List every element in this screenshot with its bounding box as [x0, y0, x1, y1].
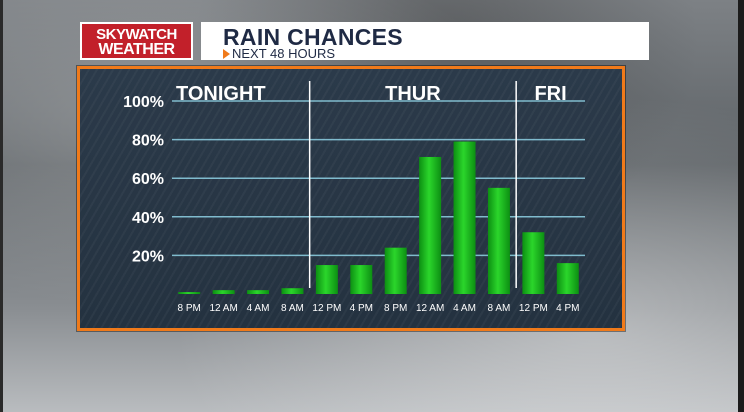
bar [556, 263, 579, 294]
bar [247, 290, 270, 294]
x-tick-label: 4 PM [556, 303, 579, 314]
bar [384, 247, 407, 294]
period-label: THUR [385, 83, 441, 105]
bar [419, 156, 442, 294]
x-tick-label: 8 AM [488, 303, 511, 314]
frame-edge-left [0, 0, 3, 412]
x-tick-label: 4 AM [453, 303, 476, 314]
y-tick-label: 80% [132, 133, 164, 150]
x-tick-label: 8 PM [178, 303, 201, 314]
bar [453, 141, 476, 294]
x-tick-label: 4 AM [247, 303, 270, 314]
station-logo: SKYWATCH WEATHER [80, 22, 193, 60]
period-label: TONIGHT [176, 83, 266, 105]
x-tick-label: 12 AM [209, 303, 237, 314]
rain-chance-chart: 20% 40% 60% 80% 100% TONIGHT THUR FRI 8 PM 12 AM 4… [123, 81, 585, 314]
title-bar: RAIN CHANCES NEXT 48 HOURS [201, 22, 649, 61]
frame-edge-right [738, 0, 744, 412]
y-tick-label: 20% [132, 248, 164, 265]
x-tick-label: 12 PM [519, 303, 548, 314]
x-tick-label: 8 PM [384, 303, 407, 314]
bar [212, 290, 235, 294]
x-tick-label: 4 PM [350, 303, 373, 314]
bar [281, 288, 304, 294]
logo-line-2: WEATHER [98, 41, 175, 58]
y-tick-label: 40% [132, 210, 164, 227]
logo-line-1: SKYWATCH [96, 26, 177, 43]
x-tick-label: 12 AM [416, 303, 444, 314]
page-title: RAIN CHANCES [223, 24, 403, 50]
subtitle-text: NEXT 48 HOURS [232, 46, 336, 61]
orange-right-triangle-icon [223, 48, 230, 59]
x-tick-label: 12 PM [312, 303, 341, 314]
page-subtitle: NEXT 48 HOURS [223, 46, 335, 61]
bar [487, 187, 510, 294]
y-tick-label: 100% [123, 94, 164, 111]
y-tick-label: 60% [132, 171, 164, 188]
x-tick-label: 8 AM [281, 303, 304, 314]
bar [315, 265, 338, 294]
chart-panel: 20% 40% 60% 80% 100% TONIGHT THUR FRI 8 PM 12 AM 4… [77, 66, 625, 331]
bar [178, 292, 201, 294]
bar [522, 232, 545, 294]
period-label: FRI [534, 83, 566, 105]
bar [350, 265, 373, 294]
